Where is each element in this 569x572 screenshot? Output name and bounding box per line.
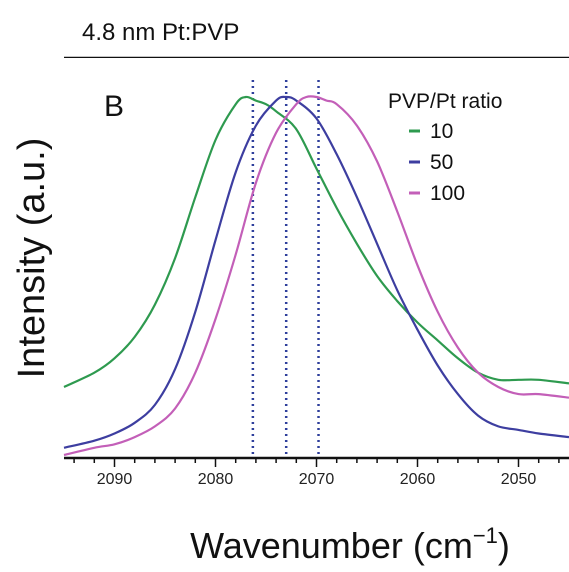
series-line-10 bbox=[63, 95, 569, 388]
x-tick-label: 2090 bbox=[97, 471, 133, 488]
x-axis-label-main: Wavenumber (cm bbox=[190, 525, 473, 566]
series-line-100 bbox=[63, 95, 569, 457]
legend-label-100: 100 bbox=[430, 182, 465, 205]
x-tick-label: 2060 bbox=[400, 471, 436, 488]
x-axis-ticks: 2090 2080 2070 2060 2050 bbox=[73, 458, 560, 488]
chart-title: 4.8 nm Pt:PVP bbox=[82, 19, 239, 46]
legend-title: PVP/Pt ratio bbox=[388, 90, 502, 113]
y-axis-label: Intensity (a.u.) bbox=[11, 138, 53, 379]
plot-area bbox=[64, 58, 569, 458]
x-tick-label: 2050 bbox=[501, 471, 537, 488]
x-axis-label-exponent: −1 bbox=[473, 523, 498, 548]
legend-label-10: 10 bbox=[430, 120, 453, 143]
series-line-50 bbox=[63, 95, 569, 449]
series-lines bbox=[63, 95, 569, 457]
x-tick-label: 2080 bbox=[198, 471, 234, 488]
x-axis-label: Wavenumber (cm−1) bbox=[190, 523, 510, 566]
x-axis-label-close: ) bbox=[498, 525, 510, 566]
legend: PVP/Pt ratio 10 50 100 bbox=[388, 90, 502, 205]
legend-label-50: 50 bbox=[430, 151, 453, 174]
panel-label: B bbox=[104, 90, 124, 123]
legend-items: 10 50 100 bbox=[409, 120, 465, 205]
x-tick-label: 2070 bbox=[299, 471, 335, 488]
